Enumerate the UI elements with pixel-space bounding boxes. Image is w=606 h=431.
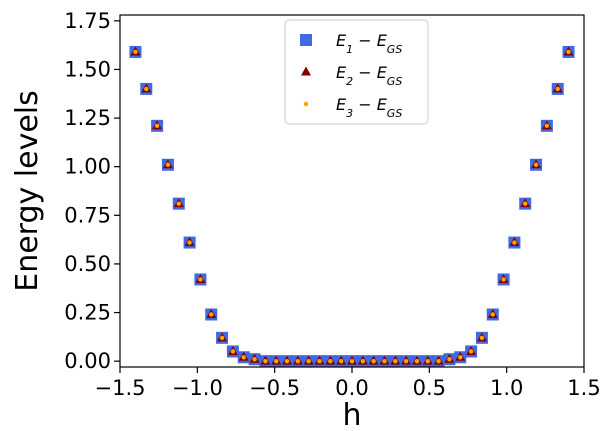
data-point <box>241 355 246 360</box>
y-tick-label: 1.00 <box>64 155 111 179</box>
legend-marker <box>301 66 311 76</box>
data-point <box>382 358 387 364</box>
legend-label: E1 − EGS <box>336 31 402 56</box>
data-point <box>317 358 322 364</box>
data-point <box>176 201 181 206</box>
legend-marker <box>303 101 309 107</box>
y-tick-label: 1.50 <box>64 57 111 81</box>
data-point <box>219 335 225 341</box>
data-points <box>129 45 575 368</box>
data-point <box>533 162 539 167</box>
data-point <box>252 357 257 362</box>
legend-label: E2 − EGS <box>336 63 402 88</box>
plot-frame <box>119 14 585 368</box>
data-point <box>512 240 517 245</box>
y-tick-label: 0.00 <box>64 349 111 373</box>
legend-box <box>284 19 429 125</box>
data-point <box>187 240 192 245</box>
y-tick-label: 0.50 <box>64 252 111 276</box>
data-point <box>501 277 506 282</box>
data-point <box>414 358 420 364</box>
data-point <box>523 201 528 206</box>
y-tick-label: 0.75 <box>64 203 111 227</box>
data-point <box>154 123 160 129</box>
x-tick-label: −1.0 <box>172 376 223 400</box>
x-axis-label: h <box>342 398 361 431</box>
y-axis-ticks: 0.00 0.25 0.50 0.75 1.00 1.25 1.50 1.75 <box>64 9 120 373</box>
data-point <box>198 277 203 282</box>
data-point <box>144 86 149 92</box>
x-tick-label: −0.5 <box>249 376 300 400</box>
data-point <box>458 355 463 360</box>
data-point <box>566 49 571 55</box>
data-point <box>468 349 474 354</box>
data-point <box>447 357 452 362</box>
x-tick-label: 0.0 <box>335 376 368 400</box>
legend: E1 − EGS E2 − EGS E3 − EGS <box>284 19 429 125</box>
x-tick-label: 1.0 <box>490 376 523 400</box>
data-point <box>230 349 236 354</box>
y-tick-label: 1.75 <box>64 9 111 33</box>
data-point <box>263 358 268 364</box>
data-point <box>490 312 495 317</box>
data-point <box>555 86 560 92</box>
data-point <box>306 358 311 364</box>
x-tick-label: −1.5 <box>95 376 146 400</box>
data-point <box>133 49 138 55</box>
data-point <box>349 358 355 364</box>
data-point <box>338 358 344 364</box>
data-point <box>371 358 376 364</box>
x-tick-label: 0.5 <box>413 376 446 400</box>
data-point <box>295 358 301 364</box>
data-point <box>393 358 398 364</box>
data-point <box>425 358 430 364</box>
y-tick-label: 0.25 <box>64 301 111 325</box>
series-3-points <box>133 49 571 364</box>
data-point <box>544 123 550 129</box>
data-point <box>479 335 485 341</box>
legend-label: E3 − EGS <box>336 95 402 120</box>
legend-marker <box>300 34 312 46</box>
data-point <box>209 312 214 317</box>
y-axis-label: Energy levels <box>10 90 45 292</box>
x-tick-label: 1.5 <box>567 376 600 400</box>
data-point <box>165 162 171 167</box>
data-point <box>328 358 333 364</box>
y-tick-label: 1.25 <box>64 106 111 130</box>
data-point <box>436 358 441 364</box>
data-point <box>403 358 409 364</box>
x-axis-ticks: −1.5 −1.0 −0.5 0.0 0.5 1.0 1.5 <box>95 367 601 400</box>
data-point <box>360 358 366 364</box>
data-point <box>284 358 290 364</box>
data-point <box>274 358 279 364</box>
